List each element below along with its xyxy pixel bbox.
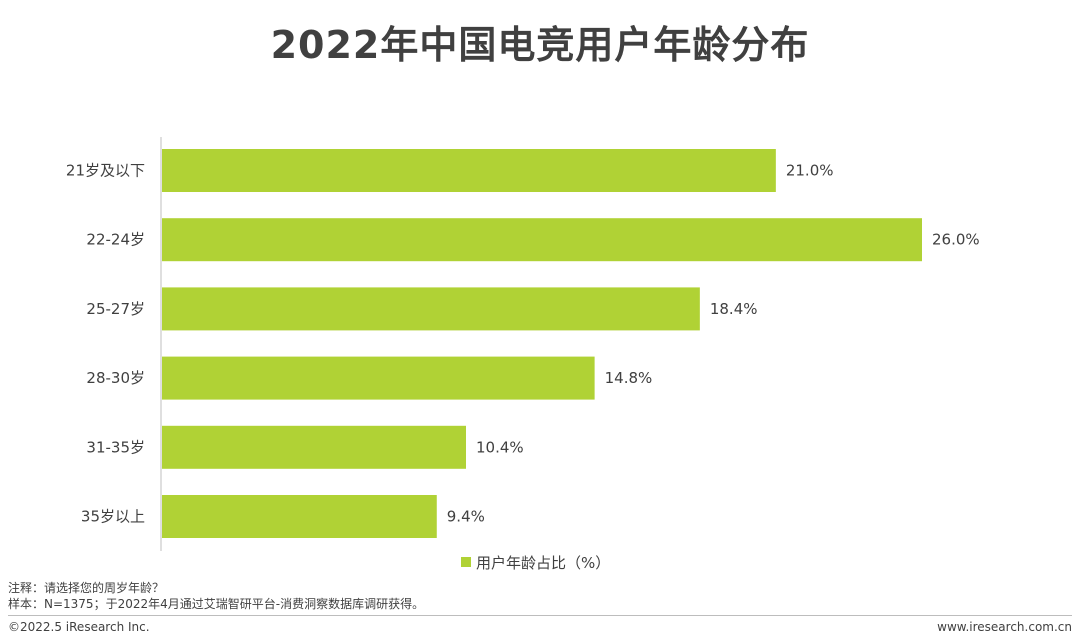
value-label: 21.0% [786,162,834,180]
chart-title: 2022年中国电竞用户年龄分布 [270,23,810,67]
footer-divider [8,615,1072,616]
category-tick-label: 25-27岁 [86,300,145,318]
value-label: 26.0% [932,231,980,249]
value-label: 18.4% [710,300,758,318]
bar [162,356,595,400]
category-tick-label: 31-35岁 [86,438,145,456]
sample-text: 样本：N=1375；于2022年4月通过艾瑞智研平台-消费洞察数据库调研获得。 [8,597,425,611]
category-tick-label: 22-24岁 [86,231,145,249]
value-label: 14.8% [605,369,653,387]
notes: 注释：请选择您的周岁年龄？ 样本：N=1375；于2022年4月通过艾瑞智研平台… [8,580,424,612]
category-tick-label: 21岁及以下 [66,162,145,180]
note-text: 注释：请选择您的周岁年龄？ [8,581,165,595]
website-text: www.iresearch.com.cn [937,620,1072,634]
bar [162,149,776,192]
value-label: 9.4% [447,508,485,526]
category-tick-label: 28-30岁 [86,369,145,387]
copyright-text: ©2022.5 iResearch Inc. [8,620,150,634]
value-label: 10.4% [476,438,524,456]
bar [162,218,922,262]
legend: 用户年龄占比（%） [461,554,610,572]
category-tick-label: 35岁以上 [81,508,145,526]
bars-group: 21岁及以下 21.0% 22-24岁 26.0% 25-27岁 18.4% 28-30岁 1… [66,149,980,538]
bar [162,495,437,538]
bar [162,425,466,469]
bar [162,287,700,331]
legend-swatch [461,557,471,567]
legend-label: 用户年龄占比（%） [476,554,610,572]
